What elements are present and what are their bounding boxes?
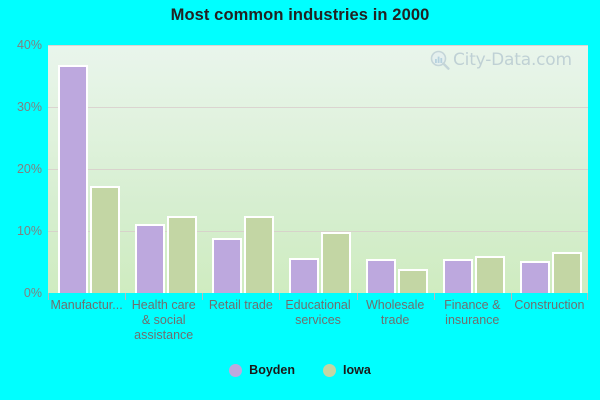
label-line: trade: [380, 313, 410, 327]
bar-iowa[interactable]: [166, 215, 197, 293]
gridline: [48, 231, 588, 232]
x-axis-category-label: Retail trade: [202, 298, 279, 313]
bar-boyden[interactable]: [520, 261, 551, 293]
bar-boyden[interactable]: [443, 259, 474, 293]
bar-group: [434, 45, 511, 293]
label-line: insurance: [445, 313, 500, 327]
y-axis-tick-label: 10%: [16, 224, 42, 238]
x-axis-tick: [48, 293, 49, 300]
legend-swatch-icon: [229, 363, 243, 377]
label-line: Manufactur...: [50, 298, 123, 312]
bars-layer: [48, 45, 588, 300]
bar-boyden[interactable]: [134, 224, 165, 293]
legend-item[interactable]: Iowa: [323, 363, 371, 377]
bar-group: [125, 45, 202, 293]
bar-iowa[interactable]: [89, 186, 120, 293]
label-line: Health care: [131, 298, 196, 312]
bar-boyden[interactable]: [288, 258, 319, 293]
x-axis-tick: [356, 293, 358, 300]
legend-swatch-icon: [323, 363, 337, 377]
bar-group: [279, 45, 356, 293]
label-line: Construction: [514, 298, 585, 312]
x-axis-category-label: Finance & insurance: [434, 298, 511, 328]
bar-boyden[interactable]: [211, 238, 242, 293]
chart-title: Most common industries in 2000: [170, 6, 430, 24]
bar-boyden[interactable]: [366, 258, 397, 293]
label-line: & social: [141, 313, 186, 327]
gridline: [48, 45, 588, 46]
bar-group: [202, 45, 279, 293]
x-axis-tick: [202, 293, 204, 300]
bar-group: [357, 45, 434, 293]
y-axis-labels: 0% 10% 20% 30% 40%: [0, 38, 600, 300]
bar-group: [48, 45, 125, 293]
bar-iowa[interactable]: [398, 268, 429, 293]
y-axis-tick-label: 20%: [16, 162, 42, 176]
x-axis-category-label: Health care & social assistance: [125, 298, 202, 343]
label-line: Wholesale: [365, 298, 425, 312]
x-axis-tick: [510, 293, 512, 300]
label-line: assistance: [134, 328, 194, 342]
y-axis-tick-label: 30%: [16, 100, 42, 114]
gridline: [48, 107, 588, 108]
label-line: Educational: [285, 298, 351, 312]
legend-label: Iowa: [343, 363, 371, 377]
legend-item[interactable]: Boyden: [229, 363, 295, 377]
x-axis-tick: [279, 293, 281, 300]
chart-legend: Boyden Iowa: [0, 363, 600, 377]
x-axis-category-label: Manufactur...: [48, 298, 125, 313]
bar-boyden[interactable]: [57, 65, 88, 293]
bar-iowa[interactable]: [475, 255, 506, 293]
x-axis-category-label: Wholesale trade: [357, 298, 434, 328]
bar-iowa[interactable]: [243, 215, 274, 293]
label-line: Finance &: [444, 298, 501, 312]
x-axis-category-label: Construction: [511, 298, 588, 313]
x-axis-tick: [433, 293, 435, 300]
y-axis-tick-label: 40%: [16, 38, 42, 52]
x-axis-tick: [587, 293, 588, 300]
legend-label: Boyden: [249, 363, 296, 377]
x-axis-tick: [125, 293, 127, 300]
gridline: [48, 169, 588, 170]
y-axis-tick-label: 0%: [23, 286, 42, 300]
label-line: services: [295, 313, 341, 327]
x-axis-labels: Manufactur... Health care & social assistan…: [48, 298, 588, 360]
x-axis-category-label: Educational services: [279, 298, 356, 328]
bar-iowa[interactable]: [552, 251, 583, 293]
bar-group: [511, 45, 588, 293]
label-line: Retail trade: [208, 298, 273, 312]
bar-iowa[interactable]: [320, 232, 351, 293]
